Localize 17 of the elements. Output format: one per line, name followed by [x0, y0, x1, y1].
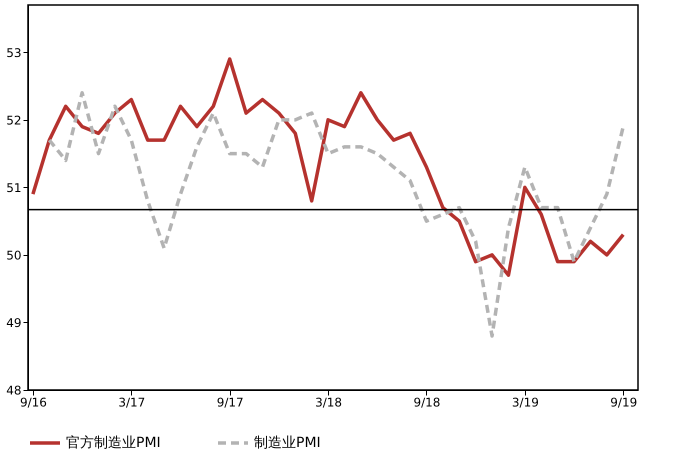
x-tick-label: 3/19 — [512, 396, 539, 410]
y-tick-label: 53 — [6, 46, 22, 60]
x-tick-label: 9/19 — [610, 396, 638, 410]
y-tick-label: 49 — [6, 316, 22, 330]
y-tick-label: 52 — [6, 113, 22, 128]
y-tick-label: 48 — [6, 384, 22, 398]
x-tick-label: 3/18 — [315, 396, 342, 410]
x-tick-label: 9/16 — [20, 396, 47, 410]
x-tick-label: 9/17 — [216, 396, 244, 410]
y-tick-label: 51 — [6, 180, 22, 195]
x-tick-label: 9/18 — [413, 396, 440, 410]
legend-label: 官方制造业PMI — [66, 435, 161, 451]
line-series — [48, 91, 625, 338]
line-series — [31, 57, 625, 277]
y-tick-label: 50 — [6, 248, 22, 262]
legend-label: 制造业PMI — [254, 435, 321, 451]
x-tick-label: 3/17 — [118, 396, 146, 410]
